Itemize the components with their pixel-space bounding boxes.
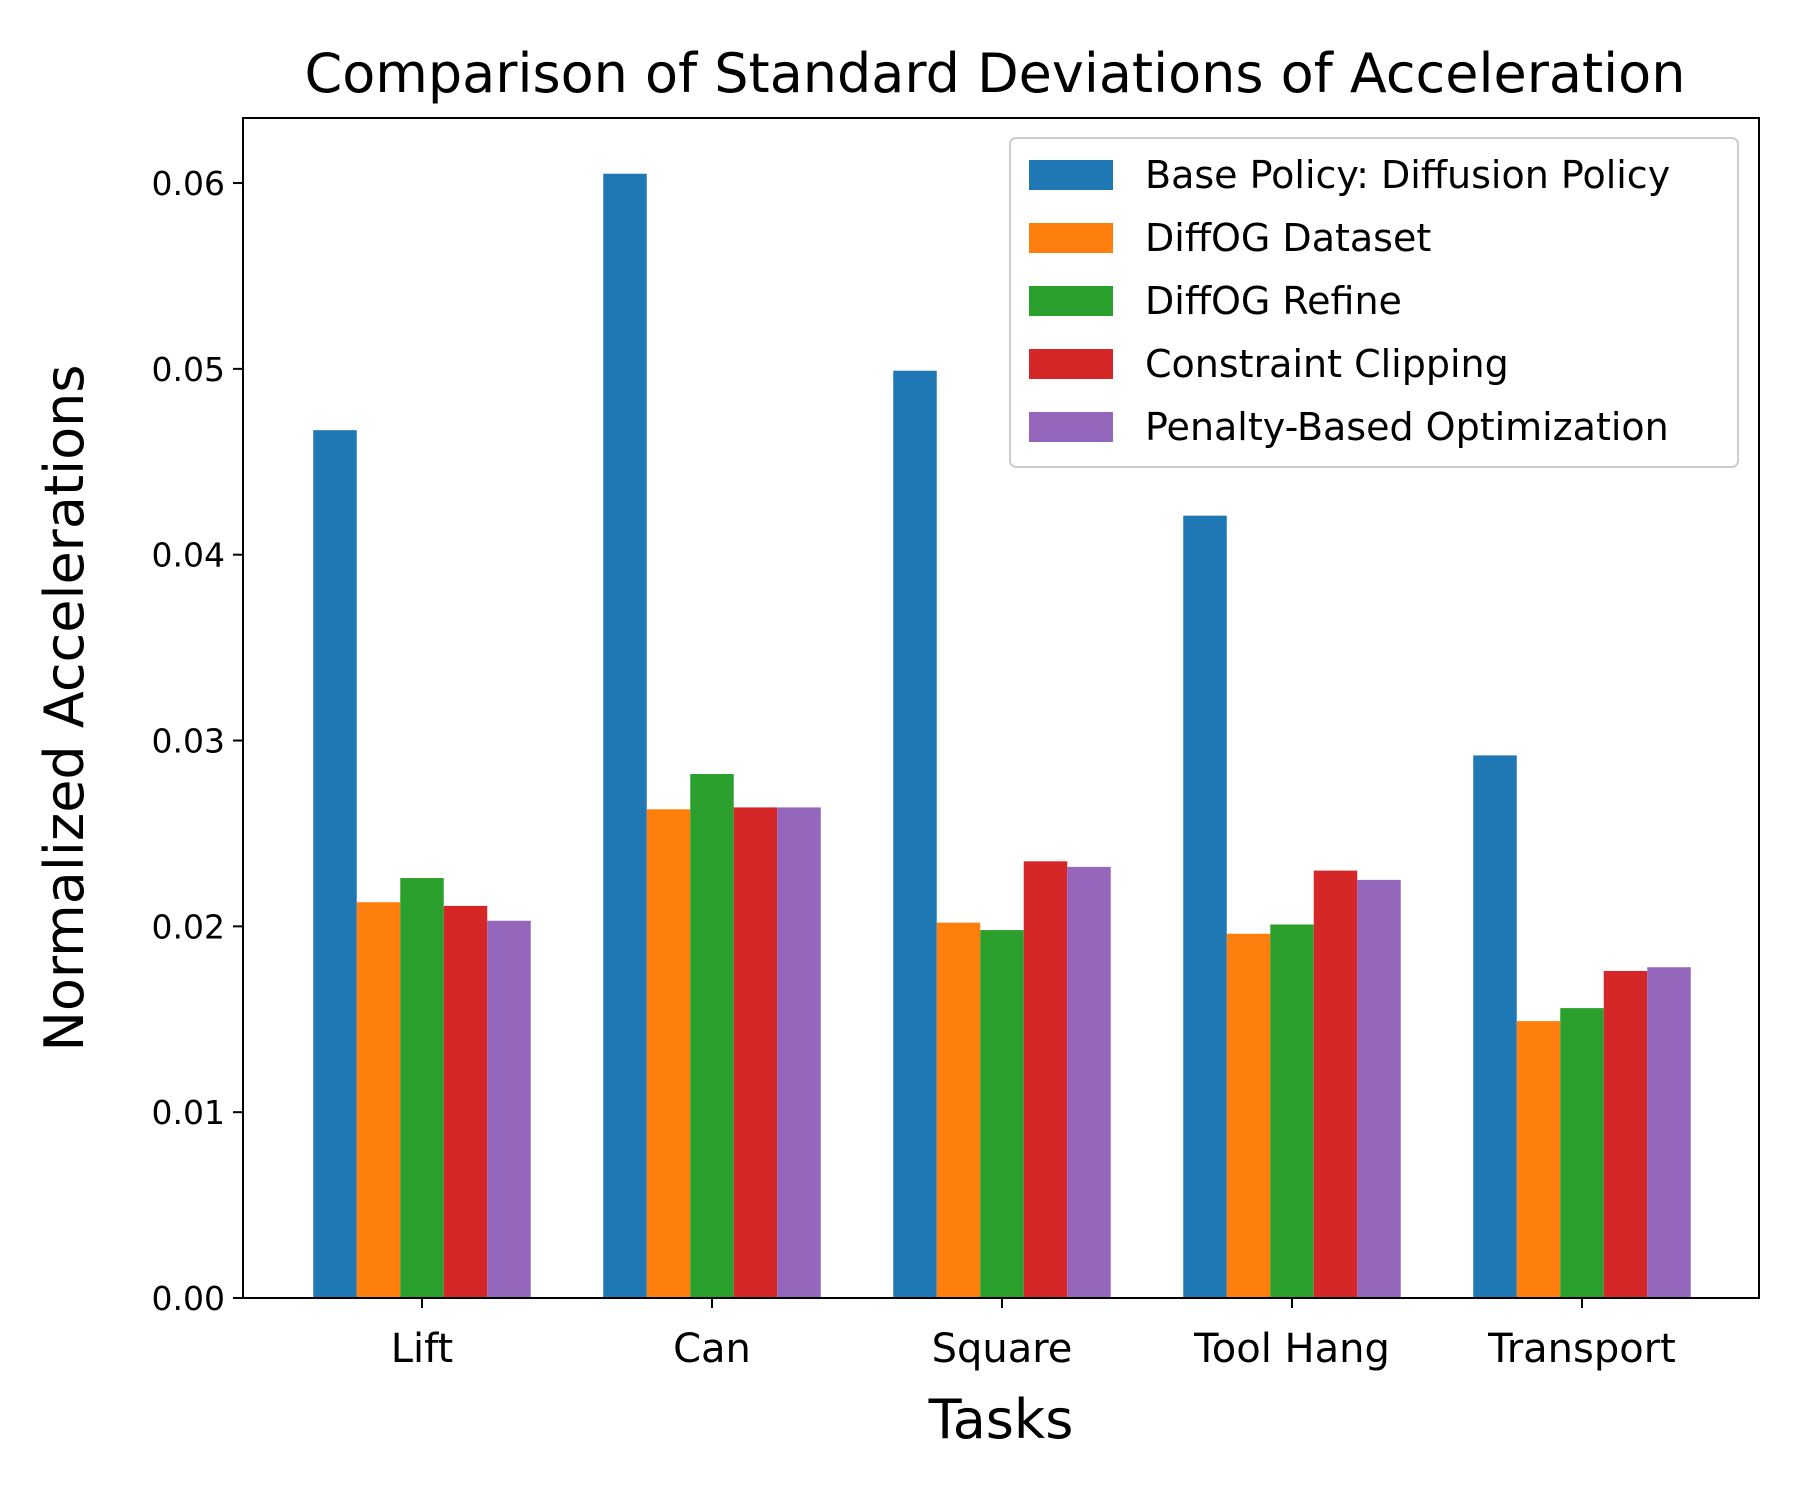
- bars-group: [313, 173, 1691, 1299]
- bar-base-policy-diffusion-policy-lift: [313, 430, 357, 1298]
- bar-penalty-based-optimization-can: [777, 807, 821, 1298]
- bar-base-policy-diffusion-policy-tool-hang: [1183, 515, 1227, 1298]
- x-tick-label: Transport: [1487, 1326, 1676, 1372]
- legend-frame: [1009, 137, 1739, 468]
- bar-diffog-dataset-lift: [356, 902, 401, 1298]
- bar-diffog-dataset-can: [646, 809, 691, 1298]
- y-tick-label: 0.00: [152, 1279, 225, 1318]
- legend-entries: Base Policy: Diffusion Policy DiffOG Data…: [1029, 153, 1670, 449]
- bar-diffog-refine-can: [690, 773, 734, 1298]
- x-tick-label: Square: [932, 1326, 1073, 1372]
- bar-diffog-refine-transport: [1560, 1008, 1604, 1298]
- bar-penalty-based-optimization-square: [1067, 866, 1111, 1298]
- bar-base-policy-diffusion-policy-transport: [1473, 755, 1517, 1298]
- bar-constraint-clipping-lift: [443, 905, 488, 1298]
- legend-swatch: [1029, 349, 1113, 379]
- bar-penalty-based-optimization-lift: [487, 920, 531, 1298]
- bar-penalty-based-optimization-transport: [1647, 967, 1691, 1298]
- bar-diffog-dataset-square: [936, 922, 981, 1298]
- bar-base-policy-diffusion-policy-square: [893, 370, 937, 1299]
- legend-swatch: [1029, 286, 1113, 316]
- y-tick-label: 0.01: [152, 1093, 225, 1132]
- bar-diffog-dataset-tool-hang: [1226, 933, 1271, 1298]
- bar-diffog-refine-lift: [400, 878, 444, 1298]
- y-axis: 0.00 0.01 0.02 0.03 0.04 0.05 0.06: [152, 118, 244, 1318]
- legend-label: Base Policy: Diffusion Policy: [1145, 153, 1670, 197]
- legend: Base Policy: Diffusion Policy DiffOG Data…: [1009, 137, 1739, 468]
- x-axis-label: Tasks: [928, 1388, 1074, 1451]
- bar-constraint-clipping-tool-hang: [1313, 870, 1358, 1298]
- x-axis: Lift Can Square Tool Hang Transport: [391, 1298, 1676, 1372]
- bar-constraint-clipping-square: [1023, 861, 1068, 1298]
- y-tick-label: 0.03: [152, 722, 225, 761]
- bar-diffog-refine-tool-hang: [1270, 924, 1314, 1298]
- x-tick-label: Can: [673, 1326, 751, 1372]
- bar-constraint-clipping-transport: [1603, 970, 1648, 1298]
- y-tick-label: 0.06: [152, 164, 225, 203]
- bar-penalty-based-optimization-tool-hang: [1357, 879, 1401, 1298]
- y-axis-label: Normalized Accelerations: [33, 364, 96, 1051]
- y-tick-label: 0.04: [152, 536, 225, 575]
- x-tick-label: Lift: [391, 1326, 453, 1372]
- bar-constraint-clipping-can: [733, 807, 778, 1298]
- legend-swatch: [1029, 412, 1113, 442]
- bar-base-policy-diffusion-policy-can: [603, 173, 647, 1298]
- chart-title: Comparison of Standard Deviations of Acc…: [305, 42, 1686, 105]
- legend-swatch: [1029, 160, 1113, 190]
- y-tick-label: 0.02: [152, 907, 225, 946]
- bar-diffog-refine-square: [980, 930, 1024, 1298]
- bar-diffog-dataset-transport: [1516, 1021, 1561, 1298]
- legend-label: Constraint Clipping: [1145, 342, 1509, 386]
- legend-label: DiffOG Dataset: [1145, 216, 1431, 260]
- legend-label: Penalty-Based Optimization: [1145, 405, 1669, 449]
- x-tick-label: Tool Hang: [1193, 1326, 1390, 1372]
- legend-label: DiffOG Refine: [1145, 279, 1402, 323]
- legend-swatch: [1029, 223, 1113, 253]
- y-tick-label: 0.05: [152, 350, 225, 389]
